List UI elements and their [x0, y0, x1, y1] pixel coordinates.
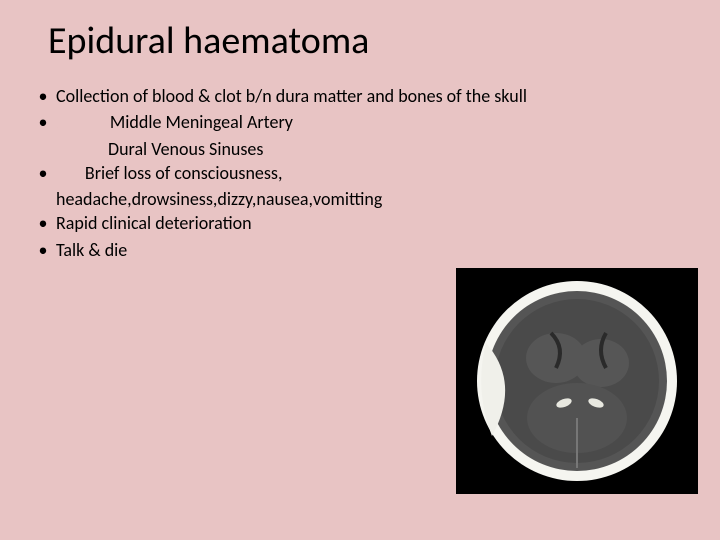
bullet-list: • Collection of blood & clot b/n dura ma…	[0, 64, 720, 262]
bullet-item: • Collection of blood & clot b/n dura ma…	[30, 84, 720, 108]
bullet-subline: Dural Venous Sinuses	[30, 137, 720, 161]
hidden-label: C/F	[56, 162, 81, 184]
bullet-dot: •	[30, 110, 56, 134]
bullet-item: • Source Middle Meningeal Artery	[30, 110, 720, 134]
bullet-item: • Rapid clinical deterioration	[30, 211, 720, 235]
bullet-item: • C/F Brief loss of consciousness,	[30, 161, 720, 185]
slide-title: Epidural haematoma	[0, 0, 720, 64]
bullet-dot: •	[30, 84, 56, 108]
bullet-text: Source Middle Meningeal Artery	[56, 110, 720, 134]
bullet-text-rest: Brief loss of consciousness,	[81, 162, 283, 184]
bullet-dot: •	[30, 211, 56, 235]
bullet-subline: headache,drowsiness,dizzy,nausea,vomitti…	[30, 187, 720, 211]
bullet-text: C/F Brief loss of consciousness,	[56, 161, 720, 185]
bullet-dot: •	[30, 238, 56, 262]
hidden-label: Source	[56, 111, 106, 133]
bullet-item: • Talk & die	[30, 238, 720, 262]
bullet-dot: •	[30, 161, 56, 185]
bullet-text-rest: Middle Meningeal Artery	[106, 111, 293, 133]
bullet-text: Rapid clinical deterioration	[56, 211, 720, 235]
bullet-text: Talk & die	[56, 238, 720, 262]
ct-scan-image	[456, 268, 698, 494]
bullet-text: Collection of blood & clot b/n dura matt…	[56, 84, 720, 108]
